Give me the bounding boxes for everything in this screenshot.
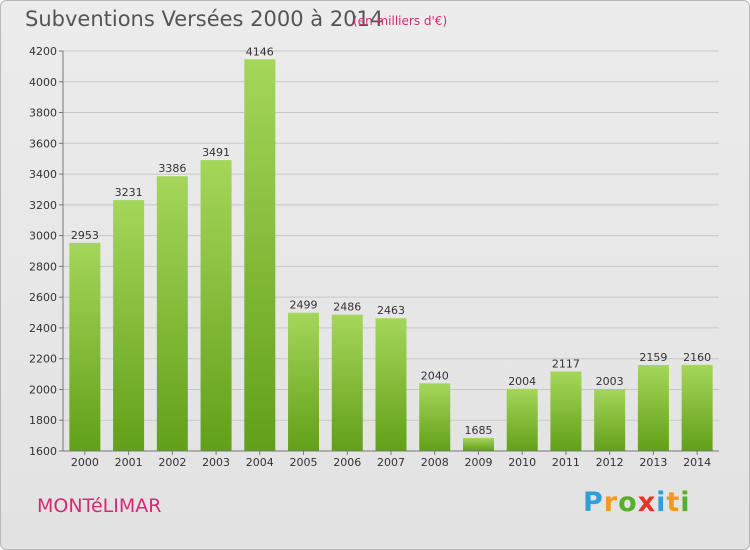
bar (594, 389, 626, 451)
logo-letter: i (680, 487, 691, 518)
data-label: 3491 (202, 146, 230, 159)
y-tick-label: 4000 (29, 76, 57, 89)
proxiti-logo: Proxiti (583, 487, 691, 518)
x-tick-label: 2007 (377, 456, 405, 469)
labels: 1600 1800 2000 2200 2400 2600 2800 3000 3200 3400… (29, 45, 711, 469)
x-tick-label: 2011 (552, 456, 580, 469)
y-tick-label: 2600 (29, 291, 57, 304)
x-tick-label: 2004 (246, 456, 274, 469)
x-tick-label: 2006 (333, 456, 361, 469)
logo-letter: o (618, 487, 638, 518)
data-label: 2040 (421, 369, 449, 382)
bar (550, 371, 582, 451)
x-tick-label: 2010 (508, 456, 536, 469)
bar (156, 176, 188, 451)
bars (69, 59, 713, 452)
chart-subtitle: (en milliers d'€) (353, 14, 448, 28)
y-tick-label: 2800 (29, 260, 57, 273)
y-tick-label: 1600 (29, 445, 57, 458)
bar (462, 437, 494, 451)
y-tick-label: 3400 (29, 168, 57, 181)
data-label: 2953 (71, 229, 99, 242)
x-tick-label: 2008 (421, 456, 449, 469)
x-tick-label: 2000 (71, 456, 99, 469)
data-label: 2160 (683, 351, 711, 364)
bar (506, 388, 538, 451)
bar (419, 383, 451, 451)
chart-title: Subventions Versées 2000 à 2014 (25, 7, 384, 31)
bar (375, 318, 407, 451)
y-tick-label: 2000 (29, 383, 57, 396)
x-tick-label: 2014 (683, 456, 711, 469)
y-tick-label: 2200 (29, 353, 57, 366)
y-tick-label: 3200 (29, 199, 57, 212)
bar (244, 59, 276, 452)
data-label: 4146 (246, 45, 274, 58)
bar (113, 200, 145, 451)
y-tick-label: 1800 (29, 414, 57, 427)
data-label: 2117 (552, 357, 580, 370)
x-tick-label: 2009 (464, 456, 492, 469)
data-label: 3231 (115, 186, 143, 199)
x-tick-label: 2005 (290, 456, 318, 469)
y-tick-label: 3000 (29, 230, 57, 243)
x-tick-label: 2013 (639, 456, 667, 469)
logo-letter: P (583, 487, 604, 518)
data-label: 2499 (290, 299, 318, 312)
data-label: 2463 (377, 304, 405, 317)
bar (200, 160, 232, 452)
x-tick-label: 2003 (202, 456, 230, 469)
bar (331, 314, 363, 451)
logo-letter: t (666, 487, 681, 518)
bar (288, 312, 320, 451)
logo-letter: r (603, 487, 619, 518)
data-label: 1685 (464, 424, 492, 437)
bar (681, 364, 713, 451)
y-tick-label: 4200 (29, 45, 57, 58)
x-tick-label: 2012 (596, 456, 624, 469)
y-tick-label: 3600 (29, 137, 57, 150)
bar (637, 365, 669, 451)
axes (59, 50, 719, 455)
data-label: 3386 (158, 162, 186, 175)
y-tick-label: 3800 (29, 107, 57, 120)
data-label: 2486 (333, 301, 361, 314)
data-label: 2003 (596, 375, 624, 388)
data-label: 2004 (508, 375, 536, 388)
logo-letter: x (637, 487, 657, 518)
city-name: MONTéLIMAR (37, 495, 162, 517)
x-tick-label: 2001 (115, 456, 143, 469)
x-tick-label: 2002 (158, 456, 186, 469)
logo-letter: i (656, 487, 667, 518)
data-label: 2159 (639, 351, 667, 364)
y-tick-label: 2400 (29, 322, 57, 335)
bar (69, 242, 101, 451)
